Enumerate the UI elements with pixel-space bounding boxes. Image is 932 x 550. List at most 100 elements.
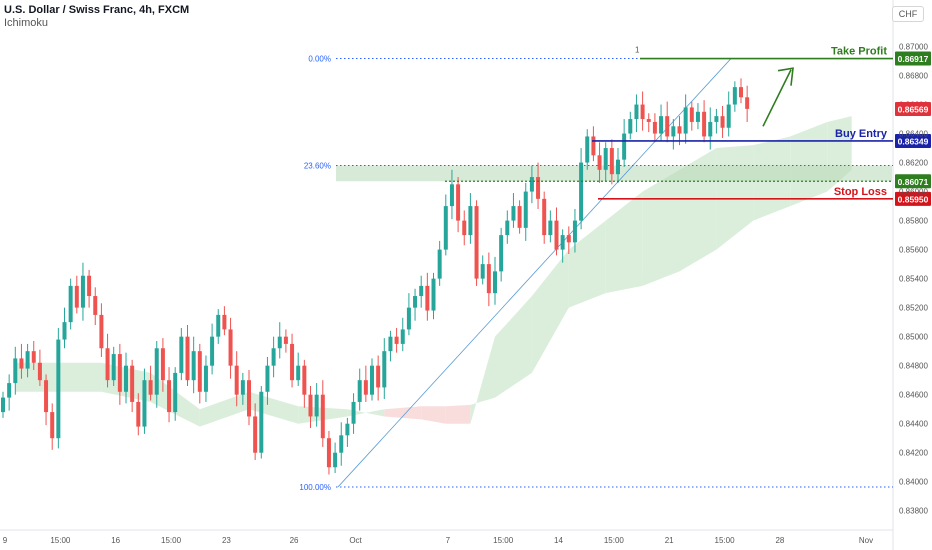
candle-body (191, 351, 196, 381)
candle-body (591, 136, 596, 156)
candle-body (74, 285, 79, 308)
price-tick-label: 0.84000 (899, 478, 928, 487)
candle-body (689, 107, 694, 122)
price-tick-label: 0.83800 (899, 507, 928, 516)
ichimoku-cloud-segment (716, 145, 754, 250)
candle-body (160, 348, 165, 381)
candle-body (609, 148, 614, 175)
price-tick-label: 0.86800 (899, 72, 928, 81)
candle-body (370, 365, 374, 395)
candle-body (462, 220, 467, 236)
candle-body (493, 271, 497, 294)
support-zone (336, 165, 892, 182)
time-tick-label: 28 (775, 536, 784, 545)
candle-body (406, 307, 411, 330)
currency-button[interactable]: CHF (892, 6, 924, 22)
candle-body (413, 296, 418, 308)
candle-body (542, 198, 547, 236)
candle-body (443, 206, 448, 250)
level-price-tag (895, 51, 931, 66)
candle-body (56, 339, 61, 439)
candle-body (142, 380, 147, 427)
candle-body (253, 416, 258, 453)
candle-body (302, 365, 307, 395)
level-price-label: 0.86349 (898, 136, 929, 146)
candle-body (622, 133, 627, 160)
candle-body (179, 336, 184, 373)
candle-body (560, 235, 565, 250)
price-tick-label: 0.84400 (899, 420, 928, 429)
level-name: Buy Entry (835, 128, 888, 140)
candle-body (683, 107, 688, 134)
candle-body (474, 206, 479, 279)
candle-body (517, 206, 522, 228)
price-tick-label: 0.84800 (899, 362, 928, 371)
ichimoku-cloud-segment (347, 409, 385, 417)
candle-body (529, 177, 534, 192)
candle-body (628, 119, 633, 134)
candle-body (616, 159, 620, 175)
candle-body (13, 358, 18, 384)
candle-body (136, 401, 141, 427)
price-tick-label: 0.85000 (899, 333, 928, 342)
candle-body (271, 348, 276, 366)
candle-body (597, 155, 602, 170)
candle-body (400, 329, 405, 344)
fib-level-label: 23.60% (304, 161, 331, 170)
candle-body (419, 285, 424, 297)
candle-body (326, 438, 331, 468)
price-tick-label: 0.86400 (899, 130, 928, 139)
candle-body (708, 121, 713, 137)
candle-body (228, 329, 233, 366)
level-name: Stop Loss (834, 186, 887, 198)
candle-body (468, 206, 473, 236)
ichimoku-cloud-segment (568, 220, 606, 308)
price-tick-label: 0.85600 (899, 246, 928, 255)
candle-body (671, 126, 676, 137)
candle-body (240, 380, 245, 395)
ichimoku-cloud-segment (495, 296, 532, 398)
ichimoku-cloud-segment (445, 404, 471, 424)
candle-body (44, 380, 49, 413)
candle-body (203, 365, 208, 392)
candle-body (732, 87, 737, 105)
candle-body (480, 264, 485, 279)
candle-body (536, 177, 541, 199)
candle-body (296, 365, 301, 381)
candle-body (634, 104, 639, 120)
time-tick-label: 15:00 (493, 536, 514, 545)
candle-body (572, 220, 577, 243)
candle-body (585, 136, 590, 163)
candle-body (308, 394, 313, 417)
candle-body (1, 397, 5, 413)
candle-body (290, 343, 295, 381)
candle-body (702, 111, 707, 137)
indicator-label[interactable]: Ichimoku (4, 17, 49, 29)
candle-body (130, 365, 135, 402)
candle-body (726, 104, 731, 128)
candle-body (197, 351, 202, 392)
candle-body (314, 394, 319, 417)
candle-body (745, 97, 750, 109)
fib-level-label: 0.00% (308, 55, 331, 64)
candle-body (431, 278, 436, 311)
candle-body (25, 351, 30, 369)
candle-body (376, 365, 381, 388)
candle-body (265, 365, 270, 392)
time-tick-label: 21 (665, 536, 674, 545)
candle-body (111, 354, 116, 381)
ichimoku-cloud-segment (605, 191, 643, 294)
arrow-line (762, 69, 792, 127)
candle-body (247, 380, 251, 417)
ichimoku-cloud-segment (199, 391, 249, 427)
arrow-head (777, 67, 794, 86)
candle-body (124, 365, 128, 392)
candle-body (37, 362, 42, 381)
candle-body (652, 121, 657, 134)
price-tick-label: 0.87000 (899, 43, 928, 52)
time-tick-label: 9 (3, 536, 8, 545)
candle-body (234, 365, 239, 395)
candle-body (523, 191, 528, 228)
candle-body (388, 336, 393, 352)
